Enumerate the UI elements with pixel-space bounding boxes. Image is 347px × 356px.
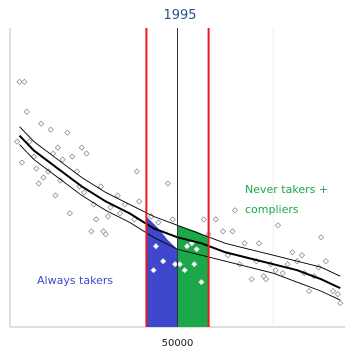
scatter-point: [164, 180, 172, 187]
scatter-point: [105, 213, 112, 220]
scatter-point: [176, 261, 183, 268]
scatter-point: [21, 78, 28, 85]
scatter-point: [155, 219, 162, 226]
scatter-point: [183, 243, 191, 250]
never-takers-label-line: compliers: [245, 203, 299, 216]
scatter-point: [229, 228, 236, 235]
scatter-point: [49, 150, 57, 157]
scatter-point: [219, 228, 227, 235]
scatter-point: [73, 168, 81, 175]
scatter-point: [248, 276, 255, 283]
scatter-point: [255, 240, 262, 247]
scatter-point: [262, 276, 270, 283]
scatter-points: [14, 78, 344, 307]
scatter-point: [200, 216, 207, 223]
scatter-point: [284, 261, 291, 268]
scatter-point: [116, 210, 124, 217]
scatter-point: [40, 174, 47, 181]
scatter-point: [279, 270, 286, 277]
scatter-point: [23, 108, 30, 115]
never-takers-compliers-label: Never takers + compliers: [245, 183, 328, 216]
scatter-point: [148, 213, 155, 220]
scatter-point: [18, 159, 26, 166]
scatter-point: [47, 126, 54, 133]
scatter-point: [59, 156, 66, 163]
scatter-point: [93, 216, 100, 223]
scatter-point: [35, 180, 42, 187]
scatter-point: [136, 198, 143, 205]
scatter-point: [169, 216, 176, 223]
scatter-point: [78, 144, 85, 151]
scatter-point: [306, 288, 313, 295]
scatter-point: [57, 177, 64, 184]
scatter-point: [337, 299, 344, 307]
scatter-point: [172, 261, 179, 268]
scatter-point: [88, 228, 95, 235]
scatter-point: [81, 189, 88, 196]
scatter-point: [181, 267, 188, 274]
window-lines: [145, 28, 210, 327]
scatter-point: [212, 216, 219, 223]
scatter-point: [107, 204, 114, 211]
scatter-point: [54, 144, 61, 151]
scatter-point: [30, 153, 38, 160]
scatter-point: [231, 207, 239, 214]
never-takers-label-line: Never takers +: [245, 183, 328, 196]
scatter-point: [83, 150, 90, 157]
scatter-point: [289, 249, 296, 256]
scatter-point: [133, 168, 140, 175]
scatter-point: [14, 138, 21, 145]
scatter-point: [150, 267, 157, 274]
chart-title: 1995: [163, 8, 196, 23]
scatter-point: [152, 243, 160, 250]
x-tick-label: 50000: [162, 338, 194, 349]
scatter-point: [334, 291, 341, 298]
scatter-point: [45, 168, 52, 175]
scatter-point: [69, 153, 76, 160]
always-takers-label: Always takers: [37, 274, 113, 287]
x-axis-ticks: 50000: [162, 338, 194, 349]
scatter-point: [64, 129, 71, 136]
scatter-point: [102, 231, 109, 238]
always-takers-area: [146, 216, 178, 327]
scatter-point: [317, 234, 325, 241]
scatter-point: [52, 192, 59, 199]
scatter-point: [322, 258, 329, 265]
scatter-point: [193, 246, 200, 253]
scatter-point: [38, 120, 45, 127]
scatter-point: [16, 78, 23, 85]
scatter-point: [160, 258, 167, 265]
scatter-point: [191, 261, 198, 268]
scatter-point: [272, 267, 279, 274]
scatter-point: [241, 240, 248, 247]
scatter-point: [274, 222, 282, 229]
scatter-point: [198, 279, 205, 286]
scatter-point: [33, 165, 40, 172]
scatter-point: [298, 252, 306, 259]
scatter-point: [329, 288, 337, 295]
scatter-point: [66, 210, 73, 217]
